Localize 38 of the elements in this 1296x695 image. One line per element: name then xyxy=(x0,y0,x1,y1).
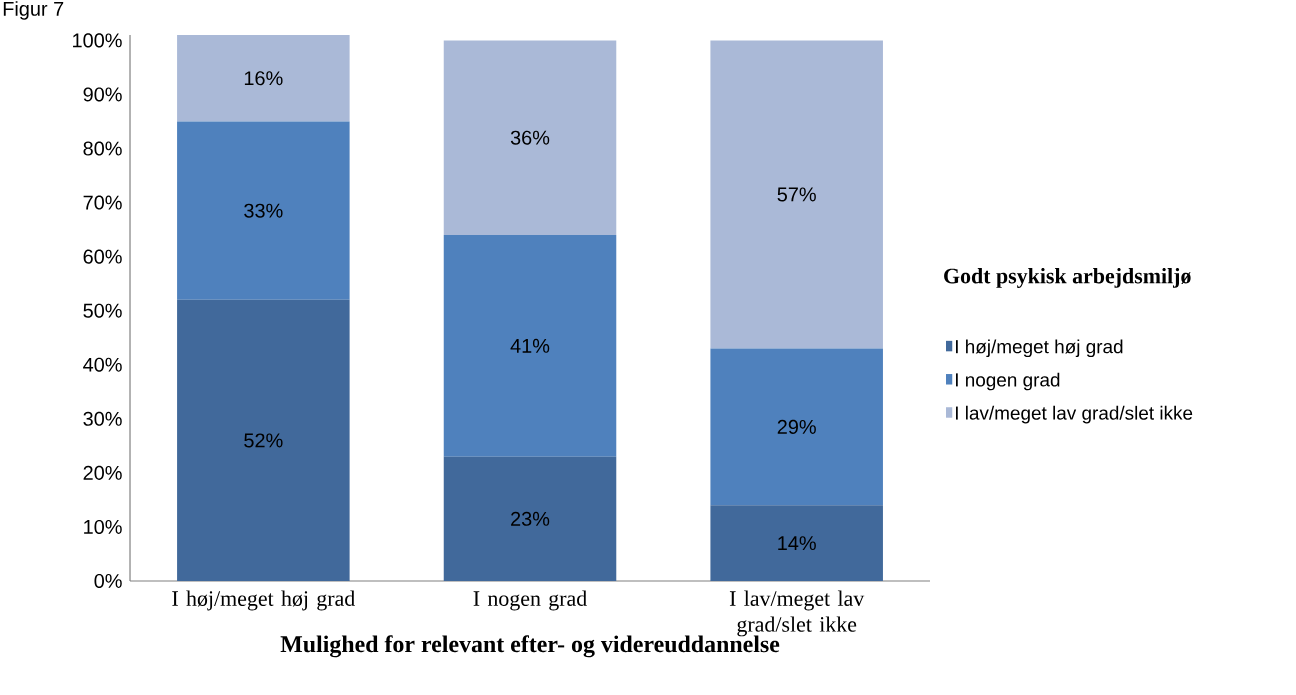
bar xyxy=(710,348,883,506)
bar xyxy=(177,299,350,581)
bar xyxy=(710,505,883,581)
data-label: 36% xyxy=(510,130,550,145)
legend-label: I nogen grad xyxy=(955,372,1060,391)
y-tick-label: 60% xyxy=(83,249,122,264)
data-label: 41% xyxy=(510,338,550,353)
text: Figur 7 xyxy=(3,1,64,20)
y-tick-label: 0% xyxy=(94,573,122,589)
x-axis-title: Mulighed for relevant efter- og videreuddannelse xyxy=(280,635,780,658)
legend-title: Godt psykisk arbejdsmiljø xyxy=(944,267,1191,288)
y-tick-label: 40% xyxy=(83,357,122,372)
data-label: 14% xyxy=(778,536,816,551)
legend-label: I lav/meget lav grad/slet ikke xyxy=(955,405,1193,424)
y-tick-label: 80% xyxy=(83,141,122,156)
legend-label: I høj/meget høj grad xyxy=(955,339,1123,358)
y-tick-label: 70% xyxy=(83,195,122,210)
y-tick-label: 100% xyxy=(73,33,122,48)
y-tick-label: 20% xyxy=(83,465,122,480)
x-tick-label: I lav/meget lav grad/slet ikke xyxy=(729,590,865,637)
data-label: 16% xyxy=(244,71,283,86)
data-label: 23% xyxy=(511,511,550,526)
bar xyxy=(710,40,883,349)
data-label: 52% xyxy=(244,433,283,448)
y-tick-label: 30% xyxy=(83,411,122,426)
bar xyxy=(443,235,617,457)
data-label: 57% xyxy=(777,187,816,202)
bar xyxy=(177,34,350,122)
y-tick-label: 90% xyxy=(83,87,122,102)
data-label: 33% xyxy=(244,203,283,218)
bar xyxy=(177,121,350,300)
bar xyxy=(443,456,617,581)
y-tick-label: 50% xyxy=(83,303,122,318)
x-tick-label: I nogen grad xyxy=(473,590,587,611)
bar xyxy=(443,40,617,235)
data-label: 29% xyxy=(777,419,816,434)
y-tick-label: 10% xyxy=(84,519,122,534)
x-tick-label: I høj/meget høj grad xyxy=(172,590,355,611)
